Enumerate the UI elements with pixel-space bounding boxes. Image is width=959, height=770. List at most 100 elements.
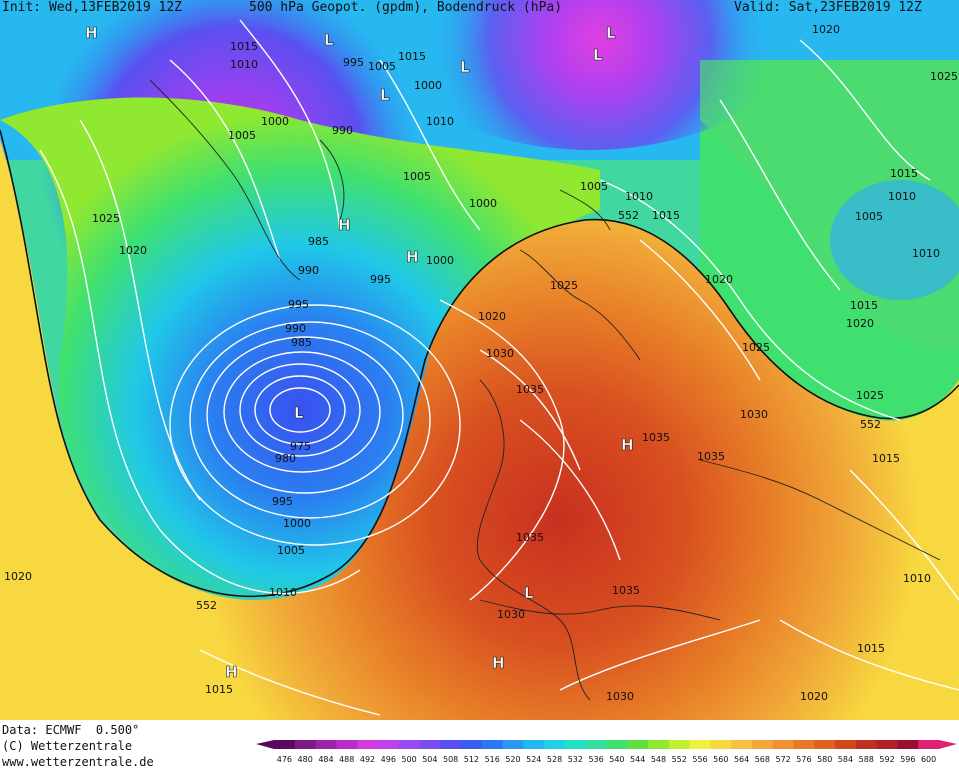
isobar-label: 990 [332,124,353,137]
isobar-label: 995 [272,495,293,508]
legend-swatch [440,740,462,749]
isobar-label: 1035 [612,584,640,597]
legend-tick-label: 560 [713,755,728,764]
legend-swatch [294,740,317,749]
legend-swatch [315,740,337,749]
legend-tick-label: 512 [464,755,479,764]
init-time: Init: Wed,13FEB2019 12Z [2,0,183,15]
legend-tick-label: 532 [568,755,583,764]
isobar-label: 1020 [705,273,733,286]
isobar-label: 1020 [478,310,506,323]
legend-swatch [648,740,670,749]
legend-swatch [564,740,587,749]
legend-swatch [710,740,732,749]
isobar-label: 552 [860,418,881,431]
isobar-label: 1005 [368,60,396,73]
isobar-label: 1020 [800,690,828,703]
isobar-label: 980 [275,452,296,465]
legend-tick-label: 540 [609,755,624,764]
isobar-label: 1025 [930,70,958,83]
isobar-label: 1015 [398,50,426,63]
isobar-label: 1015 [890,167,918,180]
legend-tick-label: 572 [776,755,791,764]
legend-swatch [502,740,524,749]
legend-swatch [855,740,878,749]
weather-map: 1015 1010 995 1005 1015 1000 1000 990 10… [0,0,959,720]
website-link[interactable]: www.wetterzentrale.de [2,755,154,769]
isobar-label: 1010 [903,572,931,585]
legend-swatch [606,740,628,749]
legend-left-arrow [256,740,274,749]
copyright: (C) Wetterzentrale [2,739,133,753]
low-center: L [524,584,534,602]
high-center: H [85,24,98,42]
legend-swatch [544,740,566,749]
isobar-label: 1015 [872,452,900,465]
isobar-label: 1015 [850,299,878,312]
legend-swatch [336,740,358,749]
isobar-label: 1010 [426,115,454,128]
color-legend: 476 480 484 488 492 496 500 504 508 512 516 520 524 5… [256,740,957,764]
coastlines [149,79,941,701]
low-center: L [593,46,603,64]
isobar-label: 995 [288,298,309,311]
isobar-label: 995 [343,56,364,69]
isobar-label: 1020 [846,317,874,330]
low-center: L [380,86,390,104]
isobar-label: 1020 [812,23,840,36]
isobar-label: 1010 [912,247,940,260]
isobar-label: 1005 [580,180,608,193]
legend-swatch [274,740,296,749]
isobar-label: 985 [308,235,329,248]
legend-tick-label: 504 [422,755,437,764]
legend-swatch [461,740,483,749]
legend-tick-label: 568 [755,755,770,764]
isobar-label: 1025 [856,389,884,402]
low-center: L [460,58,470,76]
data-source: Data: ECMWF 0.500° [2,723,140,737]
isobar-label: 975 [290,440,311,453]
isobar-label: 552 [196,599,217,612]
isobar-label: 985 [291,336,312,349]
legend-tick-label: 548 [651,755,666,764]
legend-swatch [668,740,691,749]
legend-tick-label: 496 [381,755,396,764]
geopotential-552-line-west [0,129,959,598]
legend-swatch [419,740,441,749]
legend-swatch [731,740,753,749]
low-center: L [324,31,334,49]
isobar-label: 1030 [486,347,514,360]
isobar-label: 552 [618,209,639,222]
isobar-label: 1030 [497,608,525,621]
isobar-label: 1010 [625,190,653,203]
isobar-label: 1000 [283,517,311,530]
isobar-label: 995 [370,273,391,286]
map-header: Init: Wed,13FEB2019 12Z 500 hPa Geopot. … [0,0,959,18]
isobar-lines [39,19,959,716]
legend-swatch [814,740,836,749]
legend-swatch [772,740,795,749]
legend-tick-label: 600 [921,755,936,764]
legend-swatch [897,740,919,749]
isobar-label: 1000 [414,79,442,92]
legend-swatch [627,740,649,749]
valid-time: Valid: Sat,23FEB2019 12Z [734,0,922,15]
isobar-label: 1020 [4,570,32,583]
isobar-label: 1005 [228,129,256,142]
legend-swatch [689,740,711,749]
legend-tick-label: 544 [630,755,645,764]
isobar-label: 1015 [857,642,885,655]
isobar-label: 1035 [516,383,544,396]
legend-swatch [523,740,545,749]
isobar-label: 1005 [855,210,883,223]
map-footer: Data: ECMWF 0.500° (C) Wetterzentrale ww… [0,720,959,770]
isobar-label: 1035 [516,531,544,544]
legend-tick-label: 524 [526,755,541,764]
legend-tick-label: 476 [277,755,292,764]
legend-tick-label: 488 [339,755,354,764]
legend-tick-label: 484 [318,755,333,764]
legend-tick-label: 584 [838,755,853,764]
legend-swatch [835,740,857,749]
legend-tick-label: 520 [505,755,520,764]
high-center: H [492,654,505,672]
